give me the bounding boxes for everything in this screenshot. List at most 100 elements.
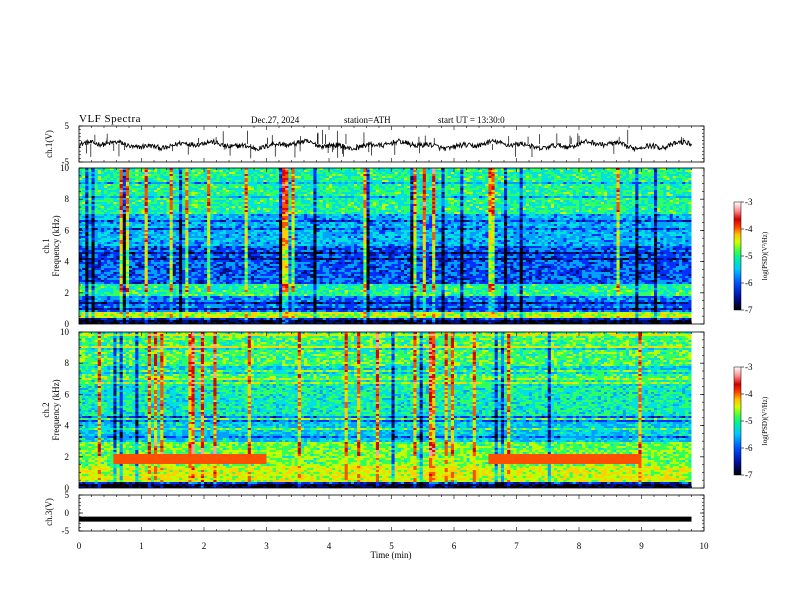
spectrogram-cell — [182, 210, 186, 213]
spectrogram-cell — [300, 180, 305, 183]
spectrogram-cell — [244, 232, 249, 235]
spectrogram-cell — [604, 186, 608, 189]
spectrogram-cell — [144, 230, 149, 233]
spectrogram-cell — [482, 186, 486, 189]
spectrogram-cell — [85, 202, 89, 205]
spectrogram-cell — [391, 230, 395, 233]
spectrogram-cell — [491, 180, 495, 183]
spectrogram-cell — [313, 172, 317, 175]
spectrogram-cell — [347, 218, 352, 221]
spectrogram-cell — [104, 230, 108, 233]
spectrogram-cell — [547, 194, 558, 197]
spectrogram-cell — [91, 198, 95, 201]
spectrogram-cell — [154, 230, 158, 233]
spectrogram-cell — [122, 222, 127, 225]
spectrogram-cell — [360, 218, 364, 221]
spectrogram-cell — [410, 230, 414, 233]
spectrogram-cell — [472, 172, 480, 175]
spectrogram-cell — [560, 224, 567, 227]
spectrogram-cell — [460, 176, 464, 179]
spectrogram-cell — [185, 182, 189, 185]
spectrogram-cell — [125, 198, 130, 201]
spectrogram-cell — [497, 178, 502, 181]
spectrogram-cell — [88, 182, 92, 185]
spectrogram-cell — [491, 198, 495, 201]
spectrogram-cell — [169, 174, 174, 177]
spectrogram-cell — [144, 212, 149, 215]
spectrogram-cell — [166, 224, 170, 227]
spectrogram-cell — [429, 186, 433, 189]
spectrogram-cell — [422, 224, 427, 227]
spectrogram-cell — [191, 230, 199, 233]
spectrogram-cell — [500, 216, 505, 219]
spectrogram-cell — [310, 208, 314, 211]
spectrogram-cell — [397, 218, 402, 221]
spectrogram-cell — [385, 214, 389, 217]
spectrogram-cell — [382, 172, 386, 175]
spectrogram-cell — [397, 214, 402, 217]
spectrogram-cell — [241, 210, 245, 213]
spectrogram-cell — [213, 200, 227, 203]
spectrogram-cell — [494, 214, 499, 217]
spectrogram-cell — [613, 212, 617, 215]
spectrogram-cell — [263, 190, 267, 193]
spectrogram-cell — [363, 208, 367, 211]
spectrogram-cell — [125, 172, 130, 175]
spectrogram-cell — [185, 222, 189, 225]
spectrogram-cell — [313, 194, 317, 197]
spectrogram-cell — [413, 214, 417, 217]
spectrogram-cell — [85, 200, 89, 203]
spectrogram-cell — [522, 220, 530, 223]
spectrogram-cell — [129, 208, 133, 211]
spectrogram-cell — [654, 232, 658, 235]
spectrogram-cell — [294, 170, 299, 173]
spectrogram-cell — [450, 178, 461, 181]
spectrogram-cell — [313, 208, 317, 211]
spectrogram-cell — [185, 198, 189, 201]
spectrogram-cell — [404, 168, 411, 171]
spectrogram-cell — [538, 192, 542, 195]
spectrogram-cell — [685, 176, 692, 179]
spectrogram-cell — [294, 202, 302, 205]
spectrogram-cell — [129, 194, 136, 197]
spectrogram-cell — [672, 190, 677, 193]
spectrogram-cell — [350, 178, 361, 181]
spectrogram-cell — [179, 186, 183, 189]
spectrogram-cell — [522, 200, 527, 203]
spectrogram-cell — [463, 220, 470, 223]
spectrogram-cell — [132, 204, 136, 207]
spectrogram-cell — [688, 202, 692, 205]
spectrogram-cell — [463, 204, 467, 207]
spectrogram-cell — [307, 210, 314, 213]
spectrogram-cell — [382, 182, 386, 185]
spectrogram-cell — [172, 224, 177, 227]
spectrogram-cell — [185, 216, 189, 219]
spectrogram-cell — [150, 236, 158, 239]
spectrogram-cell — [238, 194, 245, 197]
spectrogram-cell — [360, 228, 364, 231]
spectrogram-cell — [613, 184, 617, 187]
spectrogram-cell — [525, 186, 530, 189]
spectrogram-cell — [363, 212, 367, 215]
spectrogram-cell — [238, 236, 242, 239]
spectrogram-cell — [522, 228, 527, 231]
spectrogram-cell — [344, 174, 361, 177]
spectrogram-cell — [447, 232, 452, 235]
spectrogram-cell — [288, 192, 292, 195]
spectrogram-cell — [288, 182, 292, 185]
spectrogram-cell — [463, 202, 467, 205]
spectrogram-cell — [110, 212, 120, 215]
spectrogram-cell — [482, 234, 489, 237]
spectrogram-cell — [169, 210, 174, 213]
spectrogram-cell — [638, 214, 642, 217]
spectrogram-cell — [160, 174, 164, 177]
spectrogram-cell — [654, 226, 658, 229]
spectrogram-cell — [163, 230, 167, 233]
spectrogram-cell — [457, 210, 461, 213]
spectrogram-cell — [625, 198, 630, 201]
spectrogram-cell — [88, 186, 92, 189]
spectrogram-cell — [172, 232, 177, 235]
spectrogram-cell — [207, 220, 211, 223]
spectrogram-cell — [669, 196, 677, 199]
spectrogram-cell — [119, 210, 124, 213]
